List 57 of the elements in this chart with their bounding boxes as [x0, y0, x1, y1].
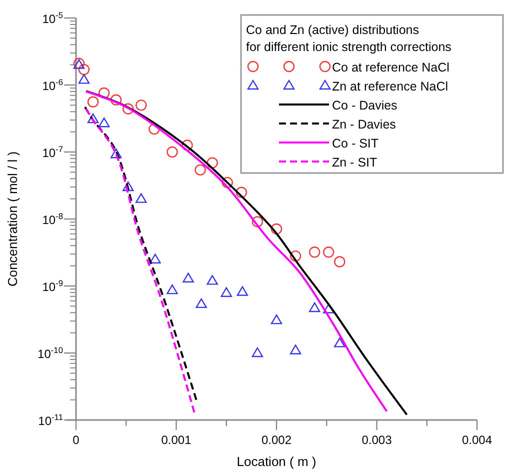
point: [78, 74, 90, 84]
point: [194, 164, 206, 176]
y-tick-label: 10$^{-10}$: [38, 345, 64, 361]
y-tick-label: 10$^{-5}$: [42, 10, 64, 26]
point: [206, 157, 218, 168]
point: [136, 100, 147, 111]
legend-label: Zn at reference NaCl: [332, 80, 448, 94]
point: [252, 216, 264, 228]
point: [252, 347, 264, 358]
point: [334, 256, 346, 268]
point: [323, 246, 334, 258]
point: [270, 223, 282, 235]
point: [87, 113, 99, 124]
point: [270, 314, 282, 324]
point: [308, 246, 320, 258]
point: [220, 287, 232, 297]
point: [182, 272, 194, 282]
legend-label: Zn - Davies: [332, 118, 396, 132]
x-tick-label: 0.003: [362, 433, 392, 447]
point: [122, 181, 134, 192]
point: [136, 193, 147, 203]
legend-title: Co and Zn (active) distributions for different ionic strength corrections: [246, 23, 452, 54]
y-tick-label: 10$^{-6}$: [42, 77, 64, 93]
y-tick-label: 10$^{-8}$: [42, 211, 64, 227]
point: [290, 250, 302, 262]
point: [222, 176, 233, 188]
point: [110, 94, 122, 106]
point: [78, 64, 90, 76]
point: [290, 344, 302, 354]
y-tick-label: 10$^{-11}$: [38, 412, 64, 428]
point: [206, 275, 218, 285]
y-axis-title: Concentration ( mol / l ): [5, 151, 20, 287]
x-tick-label: 0.004: [462, 433, 492, 447]
x-tick-label: 0: [72, 433, 80, 447]
y-tick-label: 10$^{-9}$: [42, 278, 64, 294]
point: [110, 148, 122, 158]
x-tick-label: 0.002: [261, 433, 292, 447]
point: [87, 96, 99, 108]
legend-label: Co - Davies: [332, 98, 398, 112]
point: [334, 338, 346, 348]
y-tick-label: 10$^{-7}$: [42, 144, 64, 160]
point: [150, 254, 161, 264]
point: [196, 298, 207, 308]
point: [166, 146, 178, 158]
point: [122, 103, 134, 114]
legend-label: Co - SIT: [332, 136, 379, 150]
point: [98, 87, 110, 99]
legend-label: Co at reference NaCl: [332, 60, 450, 74]
point: [182, 140, 193, 151]
x-tick-label: 0.001: [161, 433, 192, 447]
point: [236, 286, 248, 296]
legend-label: Zn - SIT: [332, 156, 378, 170]
point: [236, 186, 248, 198]
point: [308, 302, 320, 312]
point: [166, 284, 178, 294]
x-axis-title: Location ( m ): [236, 454, 316, 469]
point: [98, 118, 110, 128]
